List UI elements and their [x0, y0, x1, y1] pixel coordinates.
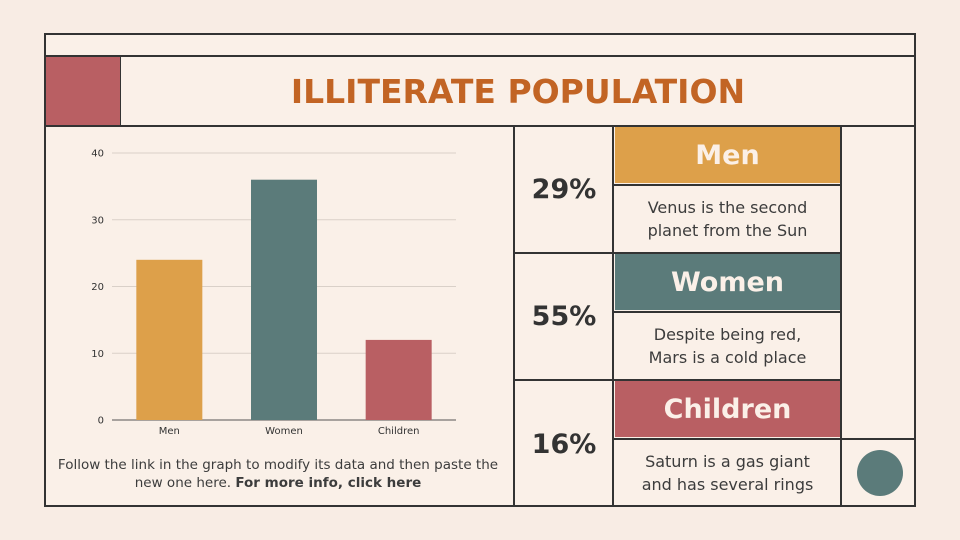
bar-chart[interactable]: 0 10 20 30 40 Men Women Children [46, 127, 512, 447]
divider-head-3 [612, 438, 916, 440]
x-tick-label: Men [159, 426, 180, 437]
y-tick-label: 0 [98, 416, 104, 427]
footnote: Follow the link in the graph to modify i… [52, 456, 504, 492]
divider-head-1 [612, 184, 842, 186]
stat-desc-men-line2: planet from the Sun [647, 221, 808, 240]
stat-desc-children-line2: and has several rings [641, 475, 814, 494]
divider-row-2 [513, 379, 842, 381]
divider-accent [119, 55, 121, 127]
stat-description-children: Saturn is a gas giant and has several rin… [615, 440, 840, 506]
slide-title: ILLITERATE POPULATION [290, 71, 746, 111]
divider-top [44, 55, 916, 57]
stat-label-children: Children [615, 381, 840, 437]
divider-head-2 [612, 311, 842, 313]
stat-desc-men-line1: Venus is the second [647, 198, 808, 217]
stat-description-women: Despite being red, Mars is a cold place [615, 313, 840, 379]
y-tick-label: 10 [91, 349, 104, 360]
y-tick-label: 20 [91, 282, 104, 293]
divider-header [44, 125, 916, 127]
stat-desc-women-line2: Mars is a cold place [648, 348, 807, 367]
stat-desc-children-line1: Saturn is a gas giant [645, 452, 810, 471]
y-tick-label: 30 [91, 215, 104, 226]
bar-men[interactable] [136, 259, 203, 420]
stat-percent-men: 29% [531, 174, 597, 205]
stat-percent-women: 55% [531, 301, 597, 332]
more-info-link[interactable]: For more info, click here [235, 475, 422, 491]
divider-row-1 [513, 252, 842, 254]
stat-label-women: Women [615, 254, 840, 310]
x-tick-label: Women [265, 426, 303, 437]
bar-children[interactable] [365, 339, 432, 420]
divider-chart [513, 125, 515, 507]
divider-percent [612, 125, 614, 507]
accent-square [46, 57, 120, 125]
stat-percent-children: 16% [531, 428, 597, 460]
footnote-text: Follow the link in the graph to modify i… [57, 457, 499, 491]
y-tick-label: 40 [91, 149, 104, 160]
stat-description-men: Venus is the second planet from the Sun [615, 186, 840, 252]
bar-women[interactable] [251, 179, 317, 420]
divider-category [840, 125, 842, 507]
stat-desc-women-line1: Despite being red, [653, 325, 802, 344]
x-tick-label: Children [378, 426, 420, 437]
decorative-circle [857, 450, 903, 496]
stat-label-men: Men [615, 127, 840, 183]
